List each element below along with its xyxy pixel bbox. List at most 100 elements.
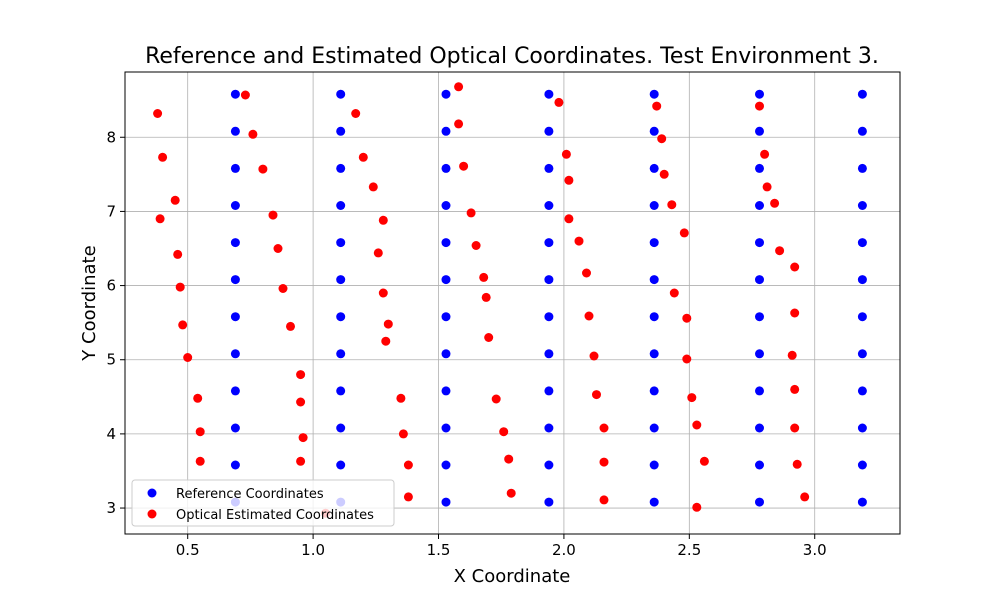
reference-point [857,312,867,322]
optical-point [682,313,692,323]
x-tick-label: 3.0 [803,541,827,559]
reference-point [230,423,240,433]
optical-point [403,460,413,470]
optical-point [800,492,810,502]
y-axis-label: Y Coordinate [79,245,100,361]
reference-point [755,163,764,173]
optical-point [659,169,669,179]
optical-point [248,129,258,139]
optical-point [554,97,564,107]
reference-point [857,349,867,359]
reference-point [441,386,451,396]
optical-point [178,320,188,330]
reference-point [857,89,867,99]
y-axis-ticks: 3 4 5 6 7 8 [106,128,125,517]
reference-point [544,312,554,322]
optical-point [599,495,609,505]
reference-point [857,386,867,396]
optical-point [378,215,388,225]
reference-point [441,497,451,507]
chart-title: Reference and Estimated Optical Coordina… [145,44,879,69]
reference-point [857,238,867,248]
reference-point [441,126,451,136]
optical-point [687,393,697,403]
optical-point [278,284,288,293]
x-tick-label: 0.5 [176,541,200,559]
reference-point [230,312,240,322]
reference-point [441,312,451,322]
reference-point [441,89,451,99]
reference-point [230,89,240,99]
optical-point [652,101,662,111]
optical-point [454,119,464,129]
reference-point [441,201,451,210]
reference-point [336,163,346,173]
optical-point [790,262,800,272]
optical-point [790,423,800,433]
optical-point [195,456,205,466]
reference-point [755,386,764,396]
reference-point [649,126,659,136]
optical-point [790,384,800,394]
optical-point [378,288,388,298]
reference-point [544,386,554,396]
reference-point [336,386,346,396]
x-axis-label: X Coordinate [454,566,571,587]
reference-point [544,163,554,173]
reference-point [857,275,867,285]
reference-point [336,89,346,99]
reference-point [441,460,451,470]
reference-point [755,423,764,433]
optical-point [173,249,183,259]
reference-point [649,89,659,99]
optical-point [155,214,165,224]
optical-point [471,241,481,250]
optical-point [481,292,491,302]
optical-point [459,161,469,171]
optical-point [584,311,594,321]
x-tick-label: 2.5 [677,541,701,559]
legend-marker-reference [147,488,157,498]
optical-point [504,454,514,464]
optical-point [175,282,185,292]
reference-point [441,349,451,359]
optical-point [158,152,168,162]
optical-point [373,248,383,258]
reference-point [230,460,240,470]
reference-point [544,423,554,433]
legend-marker-optical [147,509,157,519]
optical-point [506,488,516,498]
optical-point [692,420,702,430]
reference-point [336,423,346,433]
y-tick-label: 6 [106,277,116,295]
reference-point [755,89,764,99]
legend-box [131,479,395,527]
reference-point [649,423,659,433]
optical-point [286,321,295,331]
optical-point [398,429,408,439]
reference-point [336,312,346,322]
y-tick-label: 7 [106,202,116,220]
reference-point [649,386,659,396]
reference-point [230,349,240,359]
reference-point [649,163,659,173]
reference-point [441,238,451,248]
reference-point [544,275,554,285]
optical-point [351,109,361,118]
optical-point [240,90,250,100]
y-tick-label: 4 [106,425,116,443]
optical-point [383,319,393,329]
x-tick-label: 1.5 [427,541,451,559]
optical-point [561,149,571,159]
reference-point [544,497,554,507]
optical-point [403,492,413,502]
reference-point [544,238,554,248]
optical-point [770,198,780,208]
optical-point [657,134,667,144]
optical-point [762,182,772,192]
optical-point [787,350,797,360]
reference-point [857,423,867,433]
optical-point [296,397,306,407]
reference-point [857,201,867,210]
optical-point [479,272,489,282]
